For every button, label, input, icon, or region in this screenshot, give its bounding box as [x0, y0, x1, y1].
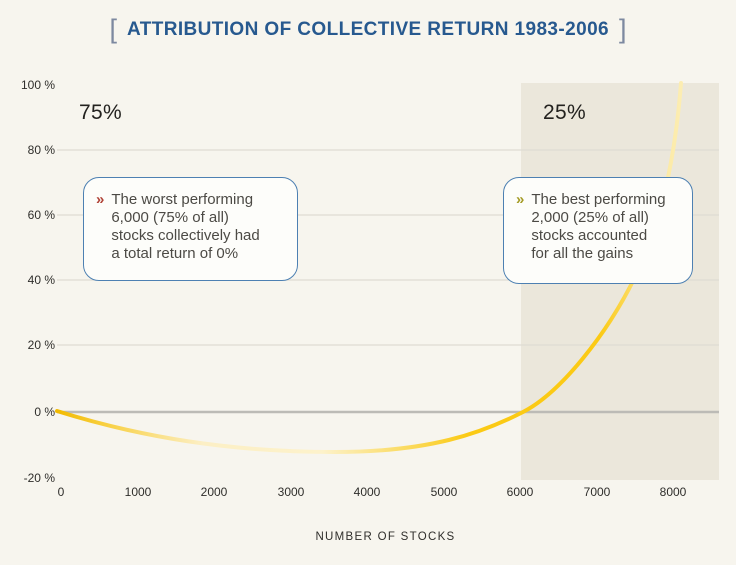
xtick-7000: 7000	[583, 485, 611, 499]
xtick-8000: 8000	[659, 485, 687, 499]
callout-line: 6,000 (75% of all)	[111, 209, 229, 226]
callout-worst-performing: » The worst performing 6,000 (75% of all…	[83, 177, 298, 281]
region-label-75pct: 75%	[79, 101, 122, 124]
xtick-6000: 6000	[506, 485, 534, 499]
callout-line: stocks accounted	[531, 227, 648, 244]
chart-title: [ ATTRIBUTION OF COLLECTIVE RETURN 1983-2…	[0, 14, 736, 45]
callout-line: stocks collectively had	[111, 227, 260, 244]
callout-line: a total return of 0%	[111, 245, 239, 262]
ytick-80: 80 %	[27, 143, 55, 157]
ytick-60: 60 %	[27, 208, 55, 222]
xtick-2000: 2000	[200, 485, 228, 499]
title-bracket-left: [	[109, 14, 117, 44]
callout-line: The worst performing	[111, 191, 254, 208]
callout-text: The worst performing 6,000 (75% of all) …	[111, 191, 259, 263]
x-axis-title: NUMBER OF STOCKS	[315, 531, 456, 543]
chart-title-text: ATTRIBUTION OF COLLECTIVE RETURN 1983-20…	[126, 19, 609, 40]
chevron-icon: »	[516, 191, 525, 208]
ytick-100: 100 %	[20, 78, 55, 92]
xtick-0: 0	[57, 485, 65, 499]
title-bracket-right: ]	[619, 14, 627, 44]
region-label-25pct: 25%	[543, 101, 586, 124]
ytick-0: 0 %	[34, 405, 55, 419]
callout-line: 2,000 (25% of all)	[531, 209, 649, 226]
xtick-4000: 4000	[353, 485, 381, 499]
callout-line: The best performing	[531, 191, 666, 208]
xtick-1000: 1000	[124, 485, 152, 499]
callout-text: The best performing 2,000 (25% of all) s…	[531, 191, 665, 263]
ytick-40: 40 %	[27, 273, 55, 287]
ytick-neg20: -20 %	[23, 471, 55, 485]
xtick-5000: 5000	[430, 485, 458, 499]
callout-line: for all the gains	[531, 245, 634, 262]
ytick-20: 20 %	[27, 338, 55, 352]
callout-best-performing: » The best performing 2,000 (25% of all)…	[503, 177, 693, 284]
xtick-3000: 3000	[277, 485, 305, 499]
chevron-icon: »	[96, 191, 105, 208]
